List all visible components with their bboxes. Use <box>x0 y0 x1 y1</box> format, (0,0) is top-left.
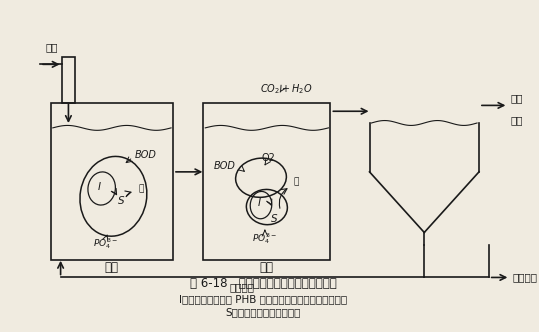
Text: 能: 能 <box>294 177 299 186</box>
Text: I: I <box>258 198 260 208</box>
Text: $PO_4^{3-}$: $PO_4^{3-}$ <box>252 231 278 246</box>
Text: 进水: 进水 <box>45 42 58 52</box>
Text: 回流污泥: 回流污泥 <box>230 282 255 292</box>
Text: BOD: BOD <box>214 161 236 171</box>
Text: O2: O2 <box>262 153 276 163</box>
Text: $PO_4^{3-}$: $PO_4^{3-}$ <box>93 236 118 251</box>
Text: 厌氧: 厌氧 <box>105 261 119 274</box>
Text: 剩余污泥: 剩余污泥 <box>512 273 537 283</box>
Text: I: I <box>98 182 101 192</box>
Text: 图 6-18   厌氧－好氧系统生物除磷过程图: 图 6-18 厌氧－好氧系统生物除磷过程图 <box>190 277 336 290</box>
Text: 好氧: 好氧 <box>260 261 274 274</box>
Text: S: S <box>271 214 278 224</box>
Text: 出水: 出水 <box>510 93 523 104</box>
Text: I－贮存的食料（以 PHB 等有机颗粒形式存在于细胞内）: I－贮存的食料（以 PHB 等有机颗粒形式存在于细胞内） <box>179 294 347 304</box>
Text: BOD: BOD <box>135 150 157 160</box>
Text: 能: 能 <box>138 184 143 193</box>
Text: 沉淀: 沉淀 <box>510 115 523 125</box>
Text: $CO_2 + H_2O$: $CO_2 + H_2O$ <box>260 82 313 96</box>
Text: S: S <box>118 196 125 206</box>
Text: S－贮存的磷（聚磷酸盐）: S－贮存的磷（聚磷酸盐） <box>225 308 301 318</box>
